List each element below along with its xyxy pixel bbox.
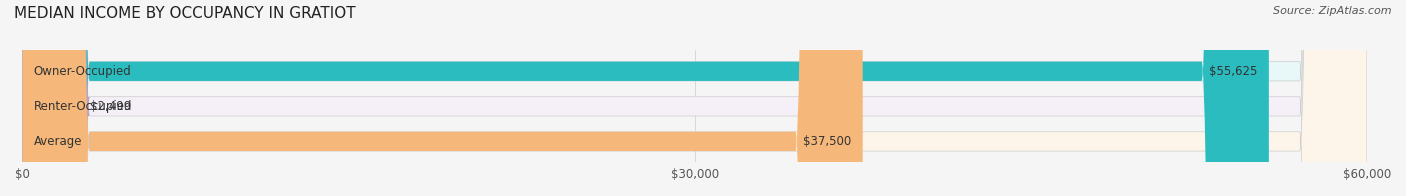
FancyBboxPatch shape	[22, 0, 1367, 196]
FancyBboxPatch shape	[22, 0, 1367, 196]
Text: $37,500: $37,500	[803, 135, 852, 148]
Text: $55,625: $55,625	[1209, 65, 1257, 78]
FancyBboxPatch shape	[22, 0, 1268, 196]
FancyBboxPatch shape	[22, 0, 1367, 196]
Text: $2,499: $2,499	[90, 100, 131, 113]
Text: Source: ZipAtlas.com: Source: ZipAtlas.com	[1274, 6, 1392, 16]
FancyBboxPatch shape	[11, 0, 90, 196]
Text: Renter-Occupied: Renter-Occupied	[34, 100, 132, 113]
Text: MEDIAN INCOME BY OCCUPANCY IN GRATIOT: MEDIAN INCOME BY OCCUPANCY IN GRATIOT	[14, 6, 356, 21]
Text: Average: Average	[34, 135, 82, 148]
FancyBboxPatch shape	[22, 0, 863, 196]
Text: Owner-Occupied: Owner-Occupied	[34, 65, 131, 78]
